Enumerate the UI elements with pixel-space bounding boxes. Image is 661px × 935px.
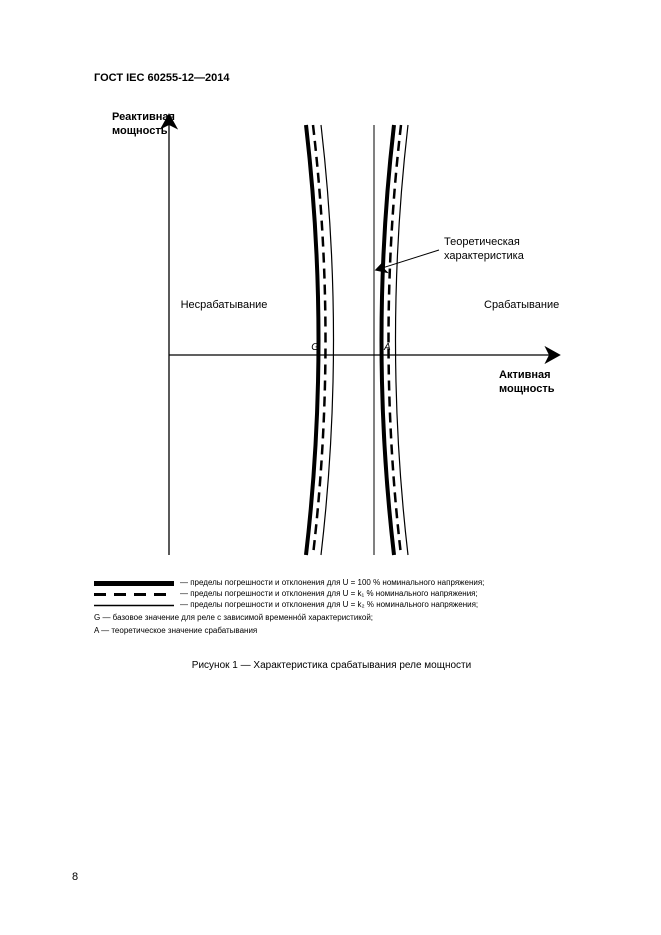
svg-text:G: G: [311, 342, 319, 353]
page-number: 8: [72, 871, 78, 883]
svg-text:характеристика: характеристика: [444, 250, 525, 262]
chart-svg: Реактивная мощность Активная мощность Несраб…: [94, 100, 569, 565]
legend-sample-solid-thick: [94, 578, 174, 589]
legend-line-A: A — теоретическое значение срабатывания: [94, 626, 569, 637]
svg-text:Реактивная: Реактивная: [112, 111, 175, 123]
legend-line-G: G — базовое значение для реле с зависимо…: [94, 613, 569, 624]
figure-caption: Рисунок 1 — Характеристика срабатывания …: [94, 660, 569, 671]
svg-text:мощность: мощность: [112, 125, 168, 137]
svg-text:A: A: [383, 342, 391, 353]
legend-sample-dashed: [94, 589, 174, 600]
legend-text-2: — пределы погрешности и отклонения для U…: [180, 589, 478, 600]
svg-text:Несрабатывание: Несрабатывание: [181, 299, 268, 311]
document-header: ГОСТ IEC 60255-12—2014: [94, 72, 229, 84]
legend-row-3: — пределы погрешности и отклонения для U…: [94, 600, 569, 611]
legend-row-2: — пределы погрешности и отклонения для U…: [94, 589, 569, 600]
legend-text-3: — пределы погрешности и отклонения для U…: [180, 600, 478, 611]
svg-text:Срабатывание: Срабатывание: [484, 299, 559, 311]
page: ГОСТ IEC 60255-12—2014 Реактивная мощност…: [0, 0, 661, 935]
legend-row-1: — пределы погрешности и отклонения для U…: [94, 578, 569, 589]
svg-text:Активная: Активная: [499, 369, 551, 381]
svg-text:Теоретическая: Теоретическая: [444, 236, 520, 248]
power-relay-chart: Реактивная мощность Активная мощность Несраб…: [94, 100, 569, 565]
legend-block: — пределы погрешности и отклонения для U…: [94, 578, 569, 637]
svg-text:мощность: мощность: [499, 383, 555, 395]
legend-sample-solid-thin: [94, 600, 174, 611]
legend-text-1: — пределы погрешности и отклонения для U…: [180, 578, 484, 589]
